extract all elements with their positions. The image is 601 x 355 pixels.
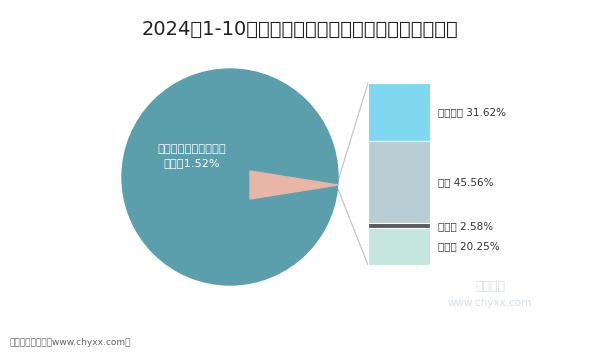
- Circle shape: [122, 69, 338, 285]
- Bar: [368, 228, 430, 265]
- Text: 云南省保险保费占全国: 云南省保险保费占全国: [157, 144, 227, 154]
- Bar: [368, 223, 430, 228]
- Text: 财产保险 31.62%: 财产保险 31.62%: [438, 107, 506, 117]
- Text: www.chyxx.com: www.chyxx.com: [448, 298, 532, 308]
- Bar: [368, 141, 430, 223]
- Bar: [368, 83, 430, 141]
- Text: 智研咨询: 智研咨询: [475, 280, 505, 294]
- Text: 制图：智研咨询（www.chyxx.com）: 制图：智研咨询（www.chyxx.com）: [10, 338, 132, 347]
- Text: 意外险 2.58%: 意外险 2.58%: [438, 221, 493, 231]
- Polygon shape: [250, 171, 338, 199]
- Text: 2024年1-10月云南省原保险保费收入类别对比统计图: 2024年1-10月云南省原保险保费收入类别对比统计图: [142, 20, 459, 39]
- Text: 比重为1.52%: 比重为1.52%: [163, 158, 221, 168]
- Text: 寿险 45.56%: 寿险 45.56%: [438, 177, 493, 187]
- Text: 健康险 20.25%: 健康险 20.25%: [438, 241, 499, 252]
